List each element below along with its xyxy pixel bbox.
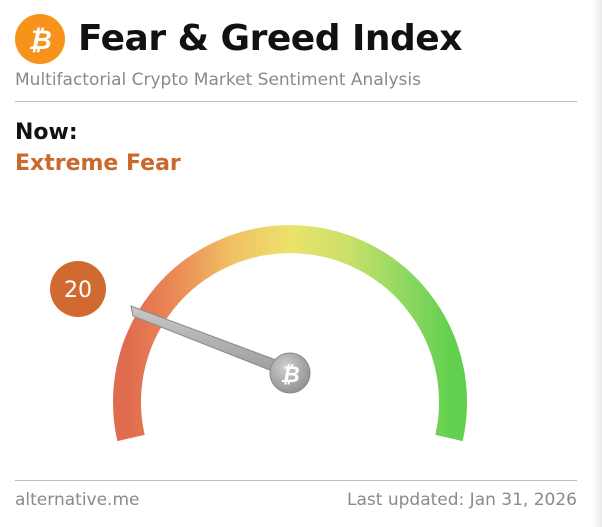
- page-title: Fear & Greed Index: [78, 18, 462, 59]
- gauge-arc: [113, 225, 467, 442]
- svg-text:₿: ₿: [28, 25, 52, 56]
- gauge-hub: ₿: [269, 352, 311, 394]
- sentiment-classification: Extreme Fear: [15, 151, 181, 176]
- bitcoin-icon: ₿: [15, 14, 65, 64]
- value-badge: 20: [50, 261, 106, 317]
- now-label: Now:: [15, 120, 78, 145]
- index-value: 20: [64, 278, 92, 303]
- source-link[interactable]: alternative.me: [15, 490, 140, 510]
- bitcoin-icon: ₿: [280, 363, 299, 388]
- gauge-needle: [130, 305, 293, 379]
- right-edge-shadow: [592, 0, 602, 527]
- header-divider: [15, 101, 577, 102]
- last-updated: Last updated: Jan 31, 2026: [347, 490, 577, 510]
- footer-divider: [15, 480, 577, 481]
- header: ₿ Fear & Greed Index: [15, 14, 462, 64]
- page-subtitle: Multifactorial Crypto Market Sentiment A…: [15, 70, 421, 90]
